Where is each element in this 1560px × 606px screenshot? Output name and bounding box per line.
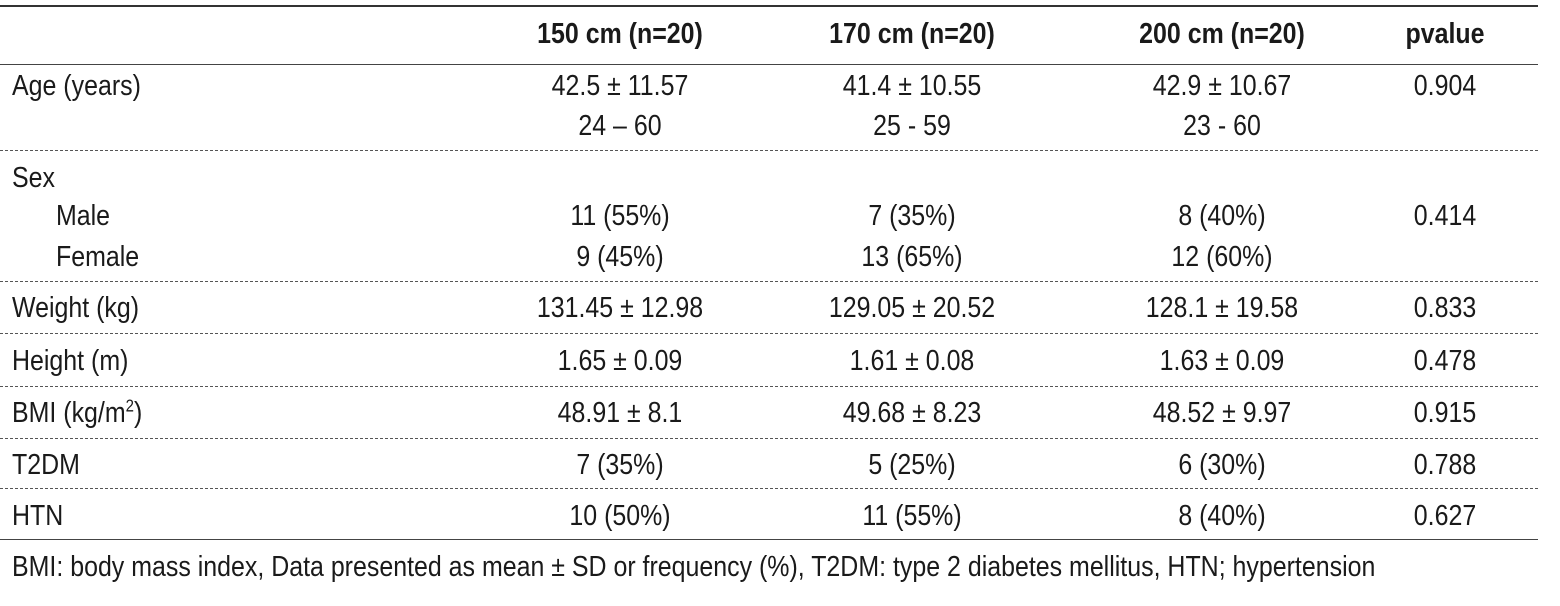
- age-150-range: 24 – 60: [578, 110, 662, 142]
- row-divider: [0, 438, 1538, 439]
- header-170cm: 170 cm (n=20): [829, 18, 995, 50]
- table-footnote: BMI: body mass index, Data presented as …: [12, 551, 1376, 583]
- htn-pvalue: 0.627: [1413, 500, 1477, 532]
- age-170-range: 25 - 59: [873, 110, 951, 142]
- age-200-range: 23 - 60: [1183, 110, 1261, 142]
- row-label-weight: Weight (kg): [12, 292, 140, 324]
- row-divider: [0, 150, 1538, 151]
- header-pvalue: pvalue: [1405, 18, 1485, 50]
- bmi-150: 48.91 ± 8.1: [557, 397, 683, 429]
- header-200cm: 200 cm (n=20): [1139, 18, 1305, 50]
- age-pvalue: 0.904: [1413, 70, 1477, 102]
- male-200: 8 (40%): [1178, 200, 1266, 232]
- weight-170: 129.05 ± 20.52: [828, 292, 996, 324]
- bmi-pvalue: 0.915: [1413, 397, 1477, 429]
- age-200-mean: 42.9 ± 10.67: [1152, 70, 1292, 102]
- row-label-male: Male: [56, 200, 111, 232]
- height-150: 1.65 ± 0.09: [557, 345, 683, 377]
- height-170: 1.61 ± 0.08: [849, 345, 975, 377]
- female-170: 13 (65%): [861, 241, 963, 273]
- weight-200: 128.1 ± 19.58: [1145, 292, 1299, 324]
- table-header-rule: [0, 64, 1538, 65]
- t2dm-170: 5 (25%): [868, 449, 956, 481]
- row-label-sex: Sex: [12, 162, 55, 194]
- t2dm-150: 7 (35%): [576, 449, 664, 481]
- row-label-height: Height (m): [12, 345, 129, 377]
- row-label-bmi: BMI (kg/m2): [12, 395, 143, 429]
- male-170: 7 (35%): [868, 200, 956, 232]
- table-top-rule: [0, 5, 1538, 7]
- height-pvalue: 0.478: [1413, 345, 1477, 377]
- row-label-htn: HTN: [12, 500, 64, 532]
- row-label-age: Age (years): [12, 70, 141, 102]
- weight-150: 131.45 ± 12.98: [536, 292, 704, 324]
- row-divider: [0, 488, 1538, 489]
- htn-170: 11 (55%): [862, 500, 962, 532]
- row-divider: [0, 386, 1538, 387]
- t2dm-200: 6 (30%): [1178, 449, 1266, 481]
- htn-150: 10 (50%): [569, 500, 671, 532]
- htn-200: 8 (40%): [1178, 500, 1266, 532]
- table-bottom-rule: [0, 539, 1538, 540]
- row-divider: [0, 281, 1538, 282]
- sex-pvalue: 0.414: [1413, 200, 1477, 232]
- t2dm-pvalue: 0.788: [1413, 449, 1477, 481]
- female-150: 9 (45%): [576, 241, 664, 273]
- female-200: 12 (60%): [1171, 241, 1273, 273]
- male-150: 11 (55%): [570, 200, 670, 232]
- row-label-female: Female: [56, 241, 140, 273]
- row-label-t2dm: T2DM: [12, 449, 80, 481]
- height-200: 1.63 ± 0.09: [1159, 345, 1285, 377]
- age-170-mean: 41.4 ± 10.55: [842, 70, 982, 102]
- header-150cm: 150 cm (n=20): [537, 18, 703, 50]
- bmi-170: 49.68 ± 8.23: [842, 397, 982, 429]
- age-150-mean: 42.5 ± 11.57: [551, 70, 689, 102]
- row-divider: [0, 333, 1538, 334]
- weight-pvalue: 0.833: [1413, 292, 1477, 324]
- bmi-200: 48.52 ± 9.97: [1152, 397, 1292, 429]
